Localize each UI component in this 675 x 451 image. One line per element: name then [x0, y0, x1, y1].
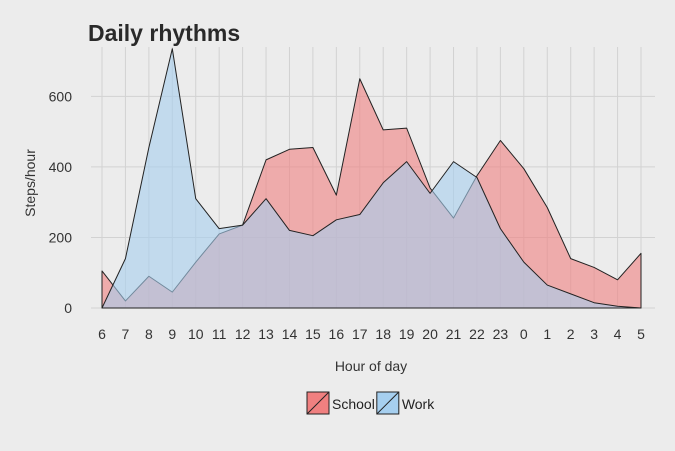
legend: School Work	[306, 391, 435, 415]
legend-swatch-slash	[306, 391, 330, 415]
x-tick-label: 0	[520, 326, 528, 342]
y-tick-label: 400	[49, 159, 73, 175]
legend-label: Work	[402, 396, 435, 412]
x-tick-label: 14	[282, 326, 298, 342]
y-tick-label: 200	[49, 229, 73, 245]
x-tick-label: 18	[375, 326, 391, 342]
x-tick-label: 15	[305, 326, 321, 342]
x-tick-label: 5	[637, 326, 645, 342]
series-area-work	[101, 48, 642, 309]
x-axis-title: Hour of day	[335, 358, 407, 374]
x-tick-label: 22	[469, 326, 485, 342]
x-tick-label: 21	[446, 326, 462, 342]
x-tick-label: 20	[422, 326, 438, 342]
x-tick-label: 11	[212, 326, 227, 342]
legend-swatch-slash	[376, 391, 400, 415]
y-axis-ticks: 0 200 400 600	[49, 88, 73, 316]
chart-title: Daily rhythms	[88, 20, 240, 46]
x-tick-label: 12	[235, 326, 251, 342]
x-tick-label: 16	[329, 326, 345, 342]
x-tick-label: 8	[145, 326, 153, 342]
x-tick-label: 3	[590, 326, 598, 342]
legend-label: School	[332, 396, 375, 412]
series-areas	[101, 48, 642, 309]
x-tick-label: 23	[493, 326, 509, 342]
x-tick-label: 6	[98, 326, 106, 342]
x-tick-label: 4	[614, 326, 622, 342]
x-tick-label: 2	[567, 326, 575, 342]
y-tick-label: 600	[49, 88, 73, 104]
x-tick-label: 13	[258, 326, 274, 342]
x-tick-label: 19	[399, 326, 415, 342]
x-tick-label: 17	[352, 326, 368, 342]
x-tick-label: 10	[188, 326, 204, 342]
x-axis-ticks: 6 7 8 9 10 11 12 13 14 15 16 17 18 19 20 21 22 23 0 1 2 3 4 5	[98, 326, 645, 342]
x-tick-label: 1	[543, 326, 551, 342]
y-axis-title: Steps/hour	[22, 149, 38, 217]
legend-item-work: Work	[376, 391, 435, 415]
y-tick-label: 0	[64, 300, 72, 316]
x-tick-label: 9	[168, 326, 176, 342]
x-tick-label: 7	[122, 326, 130, 342]
legend-item-school: School	[306, 391, 375, 415]
